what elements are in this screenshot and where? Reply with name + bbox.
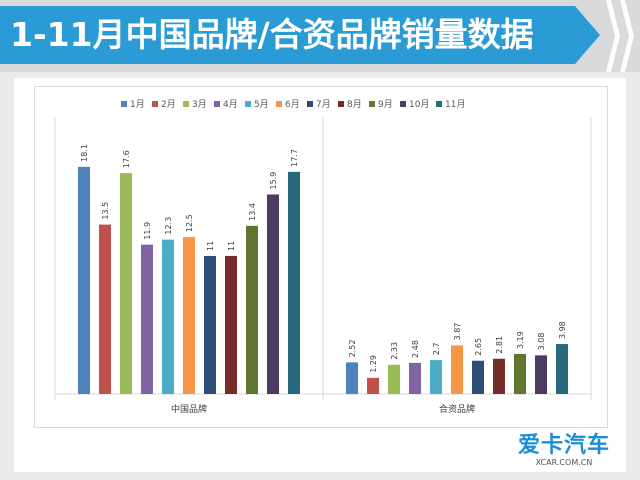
bar (430, 360, 442, 394)
bar (346, 362, 358, 394)
data-label: 17.7 (290, 149, 299, 167)
bar (78, 166, 90, 394)
data-label: 18.1 (80, 144, 89, 162)
category-label: 合资品牌 (439, 403, 475, 415)
bar (120, 173, 132, 394)
title-ribbon (0, 6, 600, 64)
legend-label-10: 10月 (409, 99, 429, 110)
data-label: 3.98 (558, 321, 567, 339)
category-label: 中国品牌 (171, 403, 207, 415)
bar (409, 362, 421, 394)
legend-swatch-9 (369, 101, 375, 107)
data-label: 11.9 (143, 222, 152, 240)
legend-swatch-5 (245, 101, 251, 107)
page-title: 1-11月中国品牌/合资品牌销量数据 (10, 15, 534, 54)
data-label: 3.08 (537, 333, 546, 351)
bar (367, 377, 379, 394)
legend-swatch-11 (436, 101, 442, 107)
bar (99, 224, 111, 394)
bar (288, 171, 300, 394)
legend-label-2: 2月 (161, 99, 176, 110)
bar (556, 344, 568, 394)
legend-label-9: 9月 (378, 99, 393, 110)
bar (472, 360, 484, 394)
bar (162, 239, 174, 394)
legend-label-5: 5月 (254, 99, 269, 110)
bar (535, 355, 547, 394)
data-label: 2.52 (348, 340, 357, 358)
legend-label-6: 6月 (285, 99, 300, 110)
bar (246, 225, 258, 394)
logo-url: XCAR.COM.CN (535, 458, 593, 467)
data-label: 12.3 (164, 217, 173, 235)
data-label: 13.5 (101, 202, 110, 220)
data-label: 1.29 (369, 355, 378, 373)
legend-swatch-6 (276, 101, 282, 107)
bar (493, 358, 505, 394)
legend-swatch-10 (400, 101, 406, 107)
bar-chart: 1月 2月 3月 4月 5月 6月 7月 8月 9月 10月 11月 18.1 13.5 17.6 11.9… (54, 99, 592, 415)
data-label: 2.7 (432, 342, 441, 355)
data-label: 17.6 (122, 150, 131, 168)
legend-label-4: 4月 (223, 99, 238, 110)
bar (141, 244, 153, 394)
legend-swatch-8 (338, 101, 344, 107)
data-label: 2.48 (411, 340, 420, 358)
data-label: 12.5 (185, 214, 194, 232)
chart-area: 1月 2月 3月 4月 5月 6月 7月 8月 9月 10月 11月 18.1 13.5 17.6 11.9… (34, 86, 608, 428)
logo-text: 爱卡汽车 (517, 433, 610, 458)
legend-swatch-7 (307, 101, 313, 107)
bar (388, 364, 400, 394)
legend-swatch-3 (183, 101, 189, 107)
bar (225, 255, 237, 394)
data-label: 2.65 (474, 338, 483, 356)
bar (267, 194, 279, 394)
bar (183, 237, 195, 394)
legend-label-8: 8月 (347, 99, 362, 110)
data-label: 15.9 (269, 172, 278, 190)
bar (514, 353, 526, 394)
legend-swatch-4 (214, 101, 220, 107)
data-label: 11 (206, 241, 215, 251)
legend-label-1: 1月 (130, 99, 145, 110)
legend-swatch-2 (152, 101, 158, 107)
bar (451, 345, 463, 394)
data-label: 13.4 (248, 203, 257, 221)
legend-swatch-1 (121, 101, 127, 107)
data-label: 3.87 (453, 323, 462, 341)
data-label: 2.81 (495, 336, 504, 354)
legend-label-3: 3月 (192, 99, 207, 110)
xcar-logo: 爱卡汽车 XCAR.COM.CN (518, 434, 610, 468)
legend-label-11: 11月 (445, 99, 465, 110)
bar (204, 255, 216, 394)
data-label: 3.19 (516, 331, 525, 349)
data-label: 11 (227, 241, 236, 251)
legend-label-7: 7月 (316, 99, 331, 110)
data-label: 2.33 (390, 342, 399, 360)
